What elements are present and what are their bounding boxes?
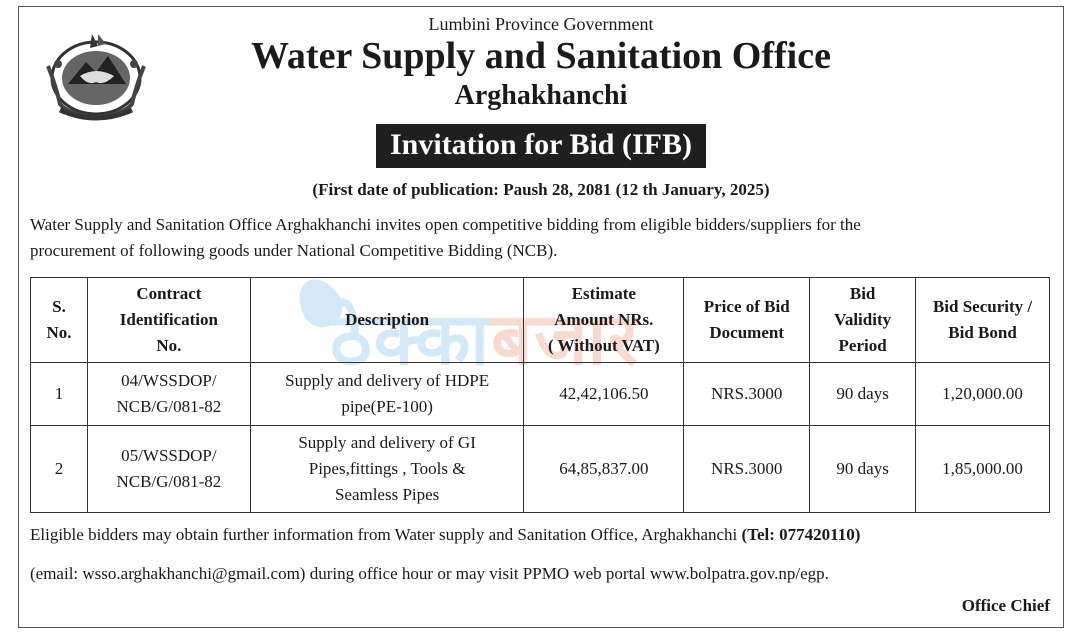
notice-title-banner: Invitation for Bid (IFB): [0, 124, 1082, 168]
header-validity: Bid Validity Period: [809, 277, 917, 363]
cell-estimate: 64,85,837.00: [523, 425, 685, 513]
intro-line-1: Water Supply and Sanitation Office Argha…: [30, 215, 861, 234]
signatory: Office Chief: [961, 596, 1050, 615]
cell-validity: 90 days: [809, 425, 917, 513]
cell-price: NRS.3000: [683, 425, 811, 513]
contact-text: Eligible bidders may obtain further info…: [30, 525, 738, 544]
header-estimate: Estimate Amount NRs.( Without VAT): [523, 277, 685, 363]
header-description: Description: [249, 277, 525, 363]
table-row: 1 04/WSSDOP/NCB/G/081-82 Supply and deli…: [30, 362, 1050, 426]
cell-security: 1,20,000.00: [915, 362, 1050, 426]
contact-email-line: (email: wsso.arghakhanchi@gmail.com) dur…: [30, 564, 829, 583]
header-price: Price of Bid Document: [683, 277, 811, 363]
intro-paragraph: Water Supply and Sanitation Office Argha…: [30, 212, 1050, 264]
province-name: Lumbini Province Government: [428, 14, 654, 34]
cell-price: NRS.3000: [683, 362, 811, 426]
header-security: Bid Security / Bid Bond: [915, 277, 1050, 363]
cell-contract-id: 04/WSSDOP/NCB/G/081-82: [86, 362, 251, 426]
contact-phone: (Tel: 077420110): [741, 525, 861, 544]
contact-info: Eligible bidders may obtain further info…: [30, 525, 860, 545]
notice-border: [18, 6, 1064, 628]
bid-table: S. No. Contract Identification No. Descript…: [30, 277, 1050, 513]
cell-contract-id: 05/WSSDOP/NCB/G/081-82: [86, 425, 251, 513]
nepal-government-emblem: [46, 34, 146, 121]
office-name: Water Supply and Sanitation Office: [251, 35, 831, 77]
cell-estimate: 42,42,106.50: [523, 362, 685, 426]
cell-description: Supply and delivery of HDPE pipe(PE-100): [249, 362, 525, 426]
table-row: 2 05/WSSDOP/NCB/G/081-82 Supply and deli…: [30, 425, 1050, 513]
intro-line-2: procurement of following goods under Nat…: [30, 241, 558, 260]
cell-sno: 1: [30, 362, 88, 426]
cell-description: Supply and delivery of GI Pipes,fittings …: [249, 425, 525, 513]
cell-sno: 2: [30, 425, 88, 513]
district-name: Arghakhanchi: [454, 80, 628, 111]
cell-security: 1,85,000.00: [915, 425, 1050, 513]
header-contract-id: Contract Identification No.: [86, 277, 251, 363]
publication-date: (First date of publication: Paush 28, 20…: [312, 180, 770, 199]
notice-title: Invitation for Bid (IFB): [376, 124, 706, 168]
table-header-row: S. No. Contract Identification No. Descript…: [30, 277, 1050, 363]
header-sno: S. No.: [30, 277, 88, 363]
cell-validity: 90 days: [809, 362, 917, 426]
